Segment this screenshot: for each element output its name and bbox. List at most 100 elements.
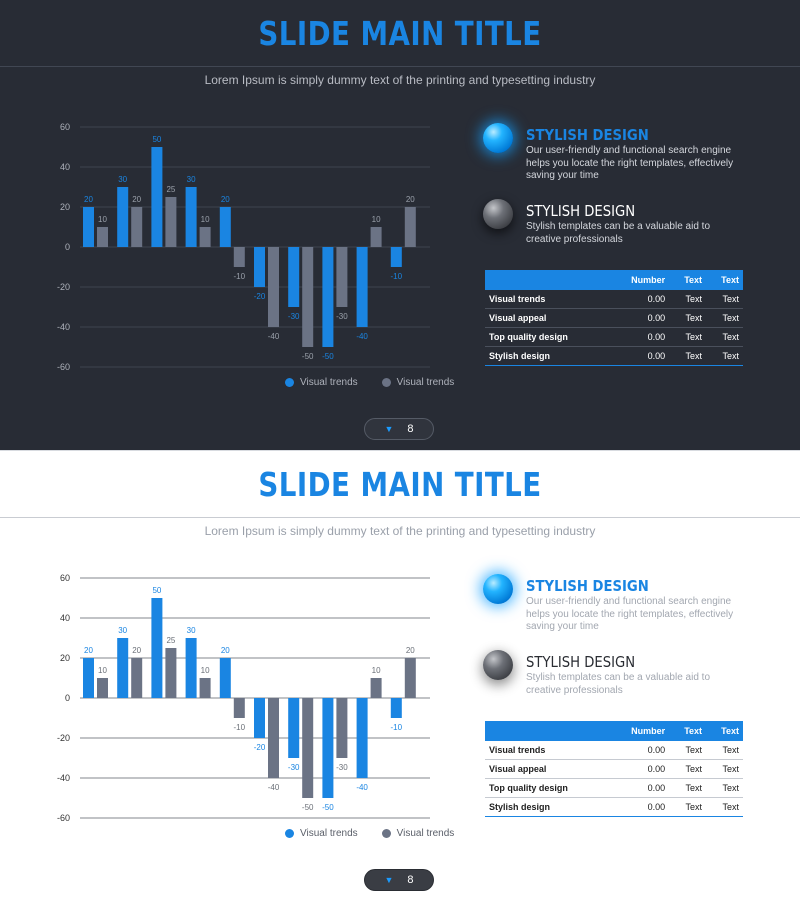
table-header-cell: Text <box>706 721 743 741</box>
table-header-row: Number Text Text <box>485 721 743 741</box>
title-divider <box>0 517 800 518</box>
gray-sphere-icon <box>483 199 513 229</box>
bar-series-2 <box>370 678 382 698</box>
page-number: 8 <box>407 423 414 435</box>
bar-series-2 <box>165 648 177 698</box>
data-label: 20 <box>84 646 93 655</box>
y-tick-label: 40 <box>60 162 70 172</box>
data-label: 50 <box>152 135 161 144</box>
bar-series-1 <box>288 247 300 307</box>
bar-series-1 <box>219 658 231 698</box>
legend-swatch-blue <box>285 378 294 387</box>
y-tick-label: 60 <box>60 122 70 132</box>
feature-heading: STYLISH DESIGN <box>526 653 636 671</box>
data-label: -10 <box>391 272 403 281</box>
y-tick-label: -60 <box>57 813 70 823</box>
data-label: 20 <box>132 646 141 655</box>
data-label: -10 <box>234 272 246 281</box>
data-label: -40 <box>268 783 280 792</box>
y-tick-label: 0 <box>65 242 70 252</box>
legend-label: Visual trends <box>396 377 455 388</box>
legend-swatch-gray <box>381 829 391 838</box>
bar-chart: 60 40 20 0 -20 -40 -60 20 30 50 30 20 -20 -30 -50 -40 -1… <box>57 573 430 823</box>
feature-text: Stylish templates can be a valuable aid … <box>526 672 710 696</box>
table-cell: Stylish design <box>485 797 610 817</box>
bar-series-1 <box>356 247 368 327</box>
data-label: 20 <box>406 195 415 204</box>
data-label: 10 <box>201 666 210 675</box>
data-label: 10 <box>98 215 107 224</box>
data-label: 20 <box>406 646 415 655</box>
bar-series-2 <box>131 207 143 247</box>
slide-light: SLIDE MAIN TITLE Lorem Ipsum is simply d… <box>0 450 800 900</box>
table-row: Top quality design 0.00 Text Text <box>485 327 743 347</box>
table-cell: Text <box>669 797 707 817</box>
table-cell: Visual appeal <box>485 759 610 779</box>
table-header-cell: Number <box>609 270 670 290</box>
bar-series-2 <box>336 247 348 307</box>
table-cell: Text <box>706 290 743 309</box>
legend-item-series-1: Visual trends <box>285 828 358 839</box>
chart-legend: Visual trends Visual trends <box>285 828 454 839</box>
bar-series-2 <box>97 678 108 698</box>
data-label: 30 <box>187 626 196 635</box>
data-label: -50 <box>302 803 314 812</box>
feature-text: Our user-friendly and functional search … <box>526 145 734 181</box>
table-cell: Text <box>706 797 743 817</box>
table-cell: 0.00 <box>609 741 670 760</box>
bar-series-2 <box>199 227 211 247</box>
table-cell: Text <box>669 741 707 760</box>
triangle-down-icon[interactable]: ▼ <box>384 424 394 434</box>
table-cell: Visual appeal <box>485 308 610 328</box>
y-tick-label: 20 <box>60 653 70 663</box>
triangle-down-icon[interactable]: ▼ <box>384 875 394 885</box>
legend-swatch-blue <box>285 829 294 838</box>
table-cell: 0.00 <box>609 308 670 328</box>
bar-series-2 <box>268 698 279 778</box>
slide-title: SLIDE MAIN TITLE <box>258 14 542 53</box>
bar-series-2 <box>233 247 245 267</box>
bar-series-2 <box>165 197 177 247</box>
bar-series-2 <box>404 207 416 247</box>
bar-series-1 <box>151 147 163 247</box>
table-cell: Text <box>706 778 743 798</box>
table-row: Visual appeal 0.00 Text Text <box>485 759 743 779</box>
data-label: -30 <box>288 312 300 321</box>
title-divider <box>0 66 800 67</box>
data-table: Number Text Text Visual trends 0.00 Text… <box>485 270 743 366</box>
table-cell: 0.00 <box>609 759 670 779</box>
bar-series-1 <box>390 247 402 267</box>
data-label: 25 <box>166 185 175 194</box>
data-label: 10 <box>201 215 210 224</box>
table-header-row: Number Text Text <box>485 270 743 290</box>
table-cell: Text <box>669 778 707 798</box>
chart-legend: Visual trends Visual trends <box>285 377 454 388</box>
y-tick-label: 20 <box>60 202 70 212</box>
table-cell: 0.00 <box>609 327 670 347</box>
page-indicator[interactable]: ▼ 8 <box>364 418 434 440</box>
data-label: 10 <box>372 215 381 224</box>
data-label: -40 <box>356 783 368 792</box>
bar-series-1 <box>288 698 300 758</box>
table-cell: Top quality design <box>485 778 610 798</box>
table-cell: Text <box>669 346 707 366</box>
data-table: Number Text Text Visual trends 0.00 Text… <box>485 721 743 817</box>
table-row: Top quality design 0.00 Text Text <box>485 778 743 798</box>
slide-title: SLIDE MAIN TITLE <box>258 465 542 504</box>
bar-series-2 <box>370 227 382 247</box>
y-tick-label: 40 <box>60 613 70 623</box>
page-number: 8 <box>407 874 414 886</box>
y-tick-label: 0 <box>65 693 70 703</box>
data-label: -10 <box>391 723 403 732</box>
page-indicator[interactable]: ▼ 8 <box>364 869 434 891</box>
legend-label: Visual trends <box>300 377 358 388</box>
slide-subtitle: Lorem Ipsum is simply dummy text of the … <box>204 73 596 87</box>
bar-series-1 <box>254 247 265 287</box>
legend-item-series-1: Visual trends <box>285 377 358 388</box>
data-label: -30 <box>336 763 348 772</box>
bar-series-2 <box>404 658 416 698</box>
table-header-cell <box>485 721 610 741</box>
bar-series-1 <box>322 247 334 347</box>
feature-text: Our user-friendly and functional search … <box>526 596 734 632</box>
table-cell: Visual trends <box>485 741 610 760</box>
